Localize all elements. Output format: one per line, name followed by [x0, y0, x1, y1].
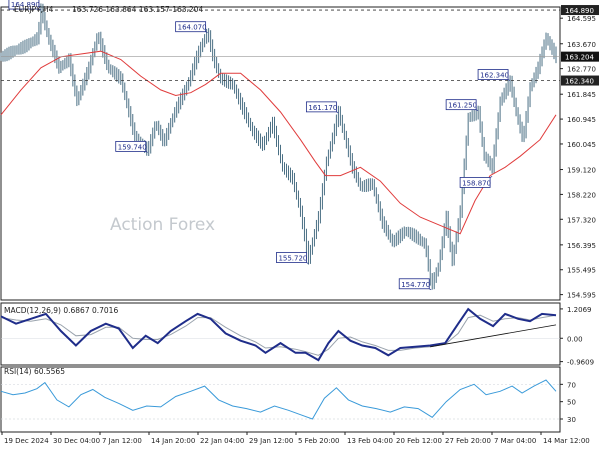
annotation-label: 162.340 — [480, 72, 509, 80]
time-axis-label: 14 Jan 20:00 — [151, 437, 195, 445]
annotation-label: 155.720 — [278, 255, 307, 263]
time-axis-label: 29 Jan 12:00 — [249, 437, 293, 445]
annotation-label: 164.070 — [178, 24, 207, 32]
annotation-label: 154.770 — [401, 281, 430, 289]
price-pane: 164.595 163.670 162.770 161.845 160.945 160.0… — [0, 0, 599, 301]
time-axis: 19 Dec 2024 30 Dec 04:00 7 Jan 12:00 14 Jan… — [1, 432, 590, 445]
price-frame — [0, 6, 561, 301]
rsi-pane: 70 50 30 — [0, 366, 576, 433]
time-axis-label: 27 Feb 20:00 — [445, 437, 491, 445]
macd-trendline — [430, 324, 557, 348]
macd-pane: 1.2069 0.00 -0.9609 — [0, 302, 594, 367]
annotation-box — [305, 101, 337, 113]
time-axis-label: 19 Dec 2024 — [4, 437, 49, 445]
annotation-box — [115, 140, 147, 152]
time-axis-label: 14 Mar 12:00 — [543, 437, 590, 445]
rsi-line — [0, 379, 557, 420]
time-axis-label: 7 Mar 04:00 — [494, 437, 536, 445]
annotation-box — [8, 0, 40, 10]
rsi-axis-label: 50 — [567, 399, 576, 407]
price-axis-label: 160.945 — [567, 116, 596, 124]
watermark: Action Forex — [110, 215, 215, 235]
time-axis-label: 5 Feb 20:00 — [298, 437, 339, 445]
price-axis-label: 154.595 — [567, 292, 596, 300]
macd-axis-label: 0.00 — [567, 335, 583, 343]
time-axis-label: 30 Dec 04:00 — [53, 437, 100, 445]
annotation-box — [477, 69, 509, 80]
macd-frame — [0, 302, 561, 366]
price-axis-label: 157.320 — [567, 216, 596, 224]
price-axis-label: 159.120 — [567, 167, 596, 175]
macd-title: MACD(12,26,9) 0.6867 0.7016 — [4, 306, 118, 315]
level-tag — [561, 75, 599, 86]
current-price-tag — [561, 51, 599, 62]
time-axis-label: 22 Jan 04:00 — [200, 437, 244, 445]
annotation-box — [398, 278, 430, 290]
ohlc-readout: 163.726 163.864 163.157 163.204 — [72, 5, 203, 14]
time-axis-label: 7 Jan 12:00 — [102, 437, 142, 445]
level-label: 162.340 — [565, 78, 594, 86]
macd-axis-label: 1.2069 — [567, 306, 592, 314]
price-axis-label: 155.495 — [567, 267, 596, 275]
annotation-box — [445, 99, 477, 111]
price-axis-label: 164.595 — [567, 15, 596, 23]
annotation-box — [276, 252, 307, 263]
annotation-label: 159.740 — [118, 143, 147, 151]
macd-line — [0, 307, 557, 362]
time-axis-label: 20 Feb 12:00 — [396, 437, 442, 445]
annotation-label: 164.890 — [11, 1, 40, 9]
time-axis-label: 13 Feb 04:00 — [347, 437, 393, 445]
sma-line — [0, 50, 557, 235]
annotation-label: 158.870 — [462, 179, 491, 187]
price-axis-label: 161.845 — [567, 91, 596, 99]
annotation-label: 161.170 — [308, 104, 337, 112]
rsi-axis-label: 70 — [567, 381, 576, 389]
price-axis-label: 156.395 — [567, 242, 596, 250]
rsi-frame — [0, 366, 561, 433]
rsi-title: RSI(14) 60.5565 — [4, 367, 65, 376]
macd-axis-label: -0.9609 — [567, 359, 594, 367]
level-tag — [561, 5, 599, 16]
price-axis-label: 158.220 — [567, 191, 596, 199]
price-axis-label: 162.770 — [567, 66, 596, 74]
rsi-axis-label: 30 — [567, 416, 576, 424]
annotation-box — [175, 21, 207, 33]
chart-title: EURJPY,H4 — [14, 5, 54, 14]
price-axis-label: 163.670 — [567, 41, 596, 49]
macd-signal-line — [0, 314, 557, 356]
annotation-box — [459, 177, 491, 188]
price-axis-label: 160.045 — [567, 141, 596, 149]
annotation-label: 161.250 — [448, 102, 477, 110]
candle-series — [0, 3, 557, 290]
level-label: 164.890 — [565, 7, 594, 15]
current-price-label: 163.204 — [565, 54, 594, 62]
